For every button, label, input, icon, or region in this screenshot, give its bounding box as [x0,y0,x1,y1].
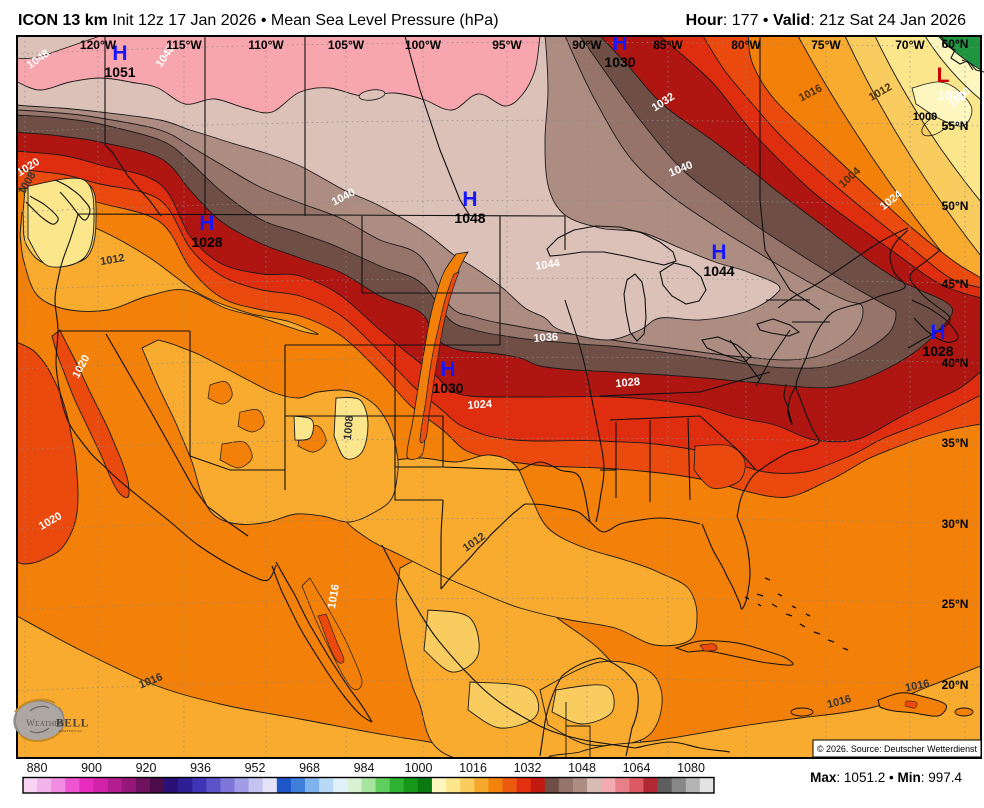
svg-text:1048: 1048 [568,761,596,775]
svg-text:1016: 1016 [904,678,930,695]
svg-text:ICON 13 km Init 12z 17 Jan 202: ICON 13 km Init 12z 17 Jan 2026 • Mean S… [18,12,499,29]
svg-text:1028: 1028 [191,234,222,250]
svg-text:1051: 1051 [104,64,135,80]
svg-text:1064: 1064 [623,761,651,775]
svg-text:1032: 1032 [514,761,542,775]
svg-text:110°W: 110°W [248,38,284,52]
svg-text:Hour: 177 • Valid: 21z Sat 24: Hour: 177 • Valid: 21z Sat 24 Jan 2026 [686,12,967,29]
svg-text:1000: 1000 [405,761,433,775]
svg-text:1028: 1028 [615,376,640,390]
svg-text:105°W: 105°W [328,38,365,52]
svg-text:45°N: 45°N [942,277,969,291]
svg-text:1044: 1044 [535,257,562,272]
svg-text:880: 880 [27,761,48,775]
svg-text:40°N: 40°N [942,356,969,370]
svg-text:100°W: 100°W [405,38,442,52]
svg-text:115°W: 115°W [166,38,202,52]
svg-text:H: H [930,321,945,344]
svg-text:900: 900 [81,761,102,775]
svg-text:1012: 1012 [99,252,125,268]
svg-text:95°W: 95°W [492,38,522,52]
svg-text:30°N: 30°N [942,517,969,531]
svg-text:1080: 1080 [677,761,705,775]
svg-text:1016: 1016 [326,583,342,609]
svg-text:90°W: 90°W [572,38,602,52]
svg-text:H: H [199,212,214,235]
svg-text:ANALYTICS LLC: ANALYTICS LLC [58,729,83,733]
svg-text:1030: 1030 [604,54,635,70]
svg-text:L: L [937,64,950,87]
svg-text:1030: 1030 [432,380,463,396]
svg-text:70°W: 70°W [895,38,925,52]
svg-text:H: H [440,358,455,381]
svg-text:H: H [612,32,627,55]
svg-text:1028: 1028 [922,343,953,359]
svg-text:968: 968 [299,761,320,775]
svg-text:50°N: 50°N [942,199,969,213]
svg-text:25°N: 25°N [942,597,969,611]
svg-text:984: 984 [354,761,375,775]
svg-text:WEATHER: WEATHER [26,719,64,729]
svg-text:H: H [112,42,127,65]
svg-text:1048: 1048 [454,210,485,226]
svg-text:60°N: 60°N [942,37,969,51]
svg-text:H: H [711,241,726,264]
svg-text:1000: 1000 [938,88,967,103]
svg-text:H: H [462,188,477,211]
svg-text:1044: 1044 [703,263,734,279]
svg-text:85°W: 85°W [653,38,683,52]
svg-text:120°W: 120°W [80,38,117,52]
svg-text:© 2026. Source: Deutscher Wett: © 2026. Source: Deutscher Wetterdienst [817,744,977,754]
svg-text:1000: 1000 [913,111,937,123]
svg-text:1008: 1008 [342,415,356,440]
svg-text:BELL: BELL [56,718,89,730]
svg-text:35°N: 35°N [942,436,969,450]
svg-text:1016: 1016 [459,761,487,775]
svg-text:Max: 1051.2 • Min: 997.4: Max: 1051.2 • Min: 997.4 [810,770,962,785]
svg-text:20°N: 20°N [942,678,969,692]
svg-text:920: 920 [136,761,157,775]
svg-text:75°W: 75°W [811,38,841,52]
svg-text:936: 936 [190,761,211,775]
svg-text:80°W: 80°W [731,38,761,52]
svg-text:1036: 1036 [533,331,558,345]
svg-text:55°N: 55°N [942,119,969,133]
svg-text:952: 952 [245,761,266,775]
svg-text:1024: 1024 [467,398,493,412]
